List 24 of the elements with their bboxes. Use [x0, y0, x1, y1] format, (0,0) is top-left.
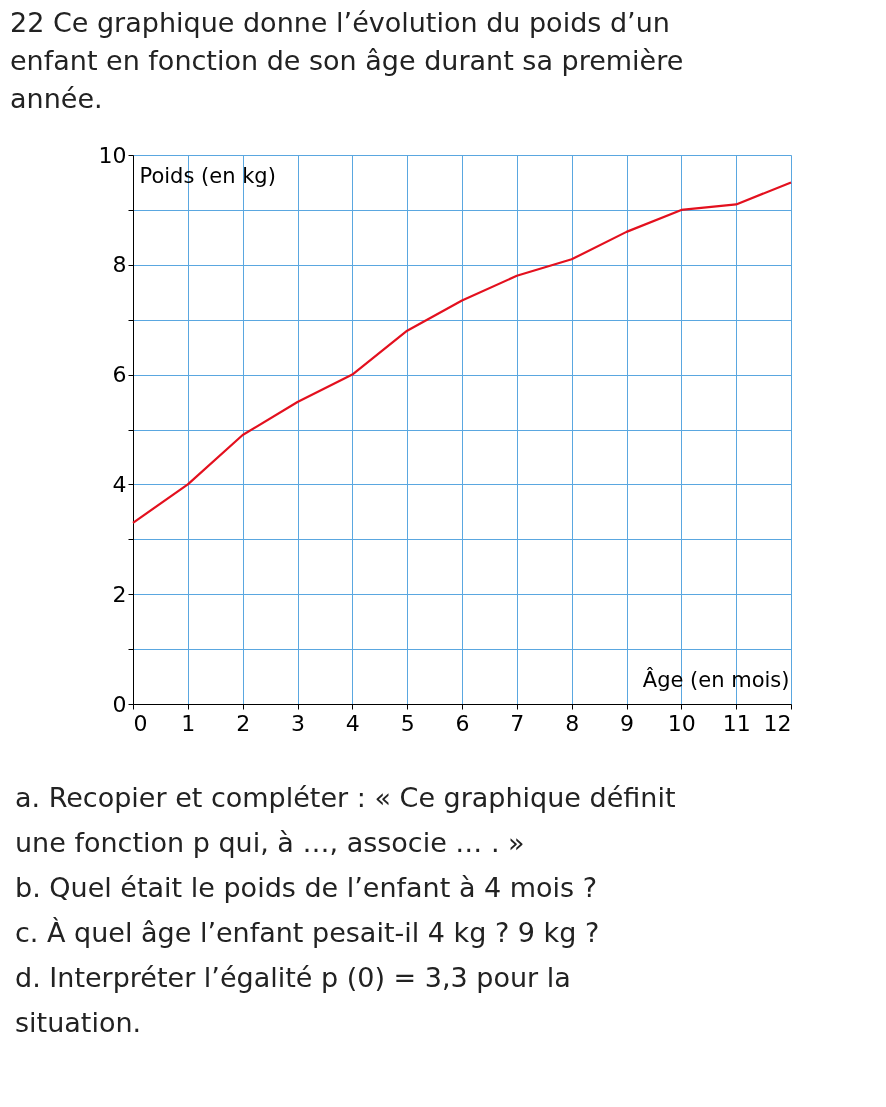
x-tick-label: 6	[455, 710, 470, 736]
x-tick-label: 0	[133, 710, 148, 736]
x-tick-label: 3	[291, 710, 305, 736]
y-tick-label: 4	[112, 471, 127, 497]
y-tick-label: 2	[112, 581, 127, 607]
text: c. À quel âge l’enfant pesait-il 4 kg ? 9 kg ?	[15, 917, 600, 948]
x-tick-label: 11	[722, 710, 751, 736]
y-tick-label: 8	[112, 252, 127, 278]
x-tick-label: 9	[620, 710, 634, 736]
text: d. Interpréter l’égalité p (0) = 3,3 pour la situation.	[15, 962, 571, 1038]
x-tick-label: 1	[181, 710, 196, 736]
x-tick-label: 4	[345, 710, 360, 736]
x-tick-label: 7	[510, 710, 525, 736]
x-tick-label: 5	[400, 710, 415, 736]
y-tick-label: 0	[112, 691, 127, 717]
x-tick-label: 12	[763, 710, 792, 736]
x-tick-label: 8	[565, 710, 580, 736]
y-tick-label: 10	[98, 142, 127, 168]
text: a. Recopier et compléter : « Ce graphique définit une fonction p qui, à …, associe … . »	[15, 782, 676, 858]
x-tick-label: 10	[667, 710, 696, 736]
y-tick-label: 6	[112, 362, 127, 388]
text: b. Quel était le poids de l’enfant à 4 mois ?	[15, 872, 598, 903]
chart-title: 22 Ce graphique donne l’évolution du poids d’un enfant en fonction de son âge durant sa première année.	[10, 7, 684, 114]
x-tick-label: 2	[236, 710, 251, 736]
